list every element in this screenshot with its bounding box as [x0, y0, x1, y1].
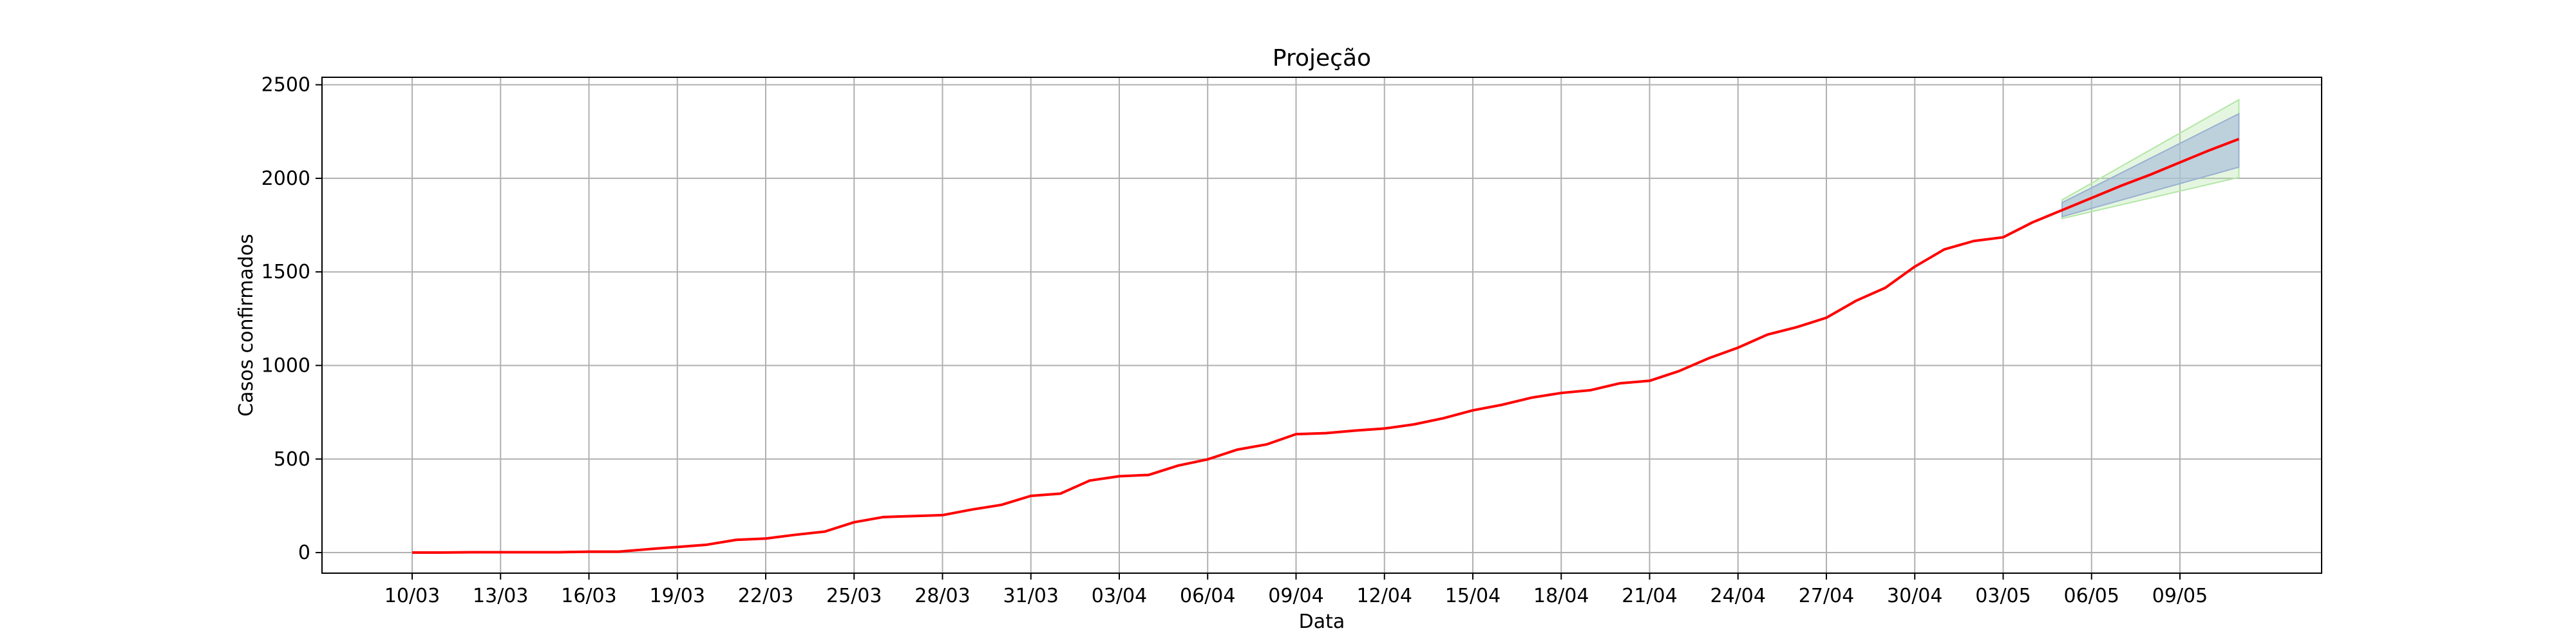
x-tick-label: 18/04 — [1533, 585, 1589, 607]
x-tick-label: 06/04 — [1180, 585, 1235, 607]
x-tick-label: 31/03 — [1003, 585, 1059, 607]
x-tick-label: 28/03 — [914, 585, 970, 607]
x-tick-label: 09/05 — [2152, 585, 2208, 607]
x-tick-label: 21/04 — [1622, 585, 1677, 607]
confidence-bands — [2061, 99, 2240, 220]
y-tick-label: 500 — [274, 448, 310, 471]
x-tick-label: 03/05 — [1975, 585, 2031, 607]
x-tick-label: 10/03 — [384, 585, 440, 607]
confidence-band-inner — [2061, 113, 2240, 218]
x-tick-label: 24/04 — [1710, 585, 1766, 607]
y-tick-label: 2000 — [261, 167, 310, 190]
y-tick-label: 2500 — [261, 74, 310, 97]
plot-frame — [321, 77, 2322, 574]
x-tick-label: 16/03 — [561, 585, 616, 607]
y-axis-label: Casos confirmados — [235, 234, 258, 417]
x-axis: 10/03 13/03 16/03 19/03 22/03 25/03 28/03 31/03… — [384, 573, 2208, 607]
x-tick-label: 22/03 — [738, 585, 793, 607]
x-tick-label: 19/03 — [650, 585, 705, 607]
x-tick-label: 09/04 — [1268, 585, 1323, 607]
x-tick-label: 03/04 — [1092, 585, 1147, 607]
x-axis-label: Data — [1299, 611, 1345, 633]
x-tick-label: 25/03 — [826, 585, 882, 607]
x-tick-label: 12/04 — [1357, 585, 1412, 607]
x-tick-label: 13/03 — [473, 585, 528, 607]
series-line — [412, 138, 2240, 554]
y-tick-label: 0 — [298, 542, 310, 564]
y-axis: 0 500 1000 1500 2000 2500 — [261, 74, 322, 564]
x-tick-label: 06/05 — [2064, 585, 2119, 607]
series-line-layer — [412, 138, 2240, 554]
x-tick-label: 30/04 — [1887, 585, 1942, 607]
x-tick-label: 27/04 — [1799, 585, 1854, 607]
chart-title: Projeção — [1273, 45, 1371, 71]
x-tick-label: 15/04 — [1445, 585, 1501, 607]
grid — [322, 77, 2322, 573]
y-tick-label: 1000 — [261, 354, 310, 377]
y-tick-label: 1500 — [261, 261, 310, 283]
